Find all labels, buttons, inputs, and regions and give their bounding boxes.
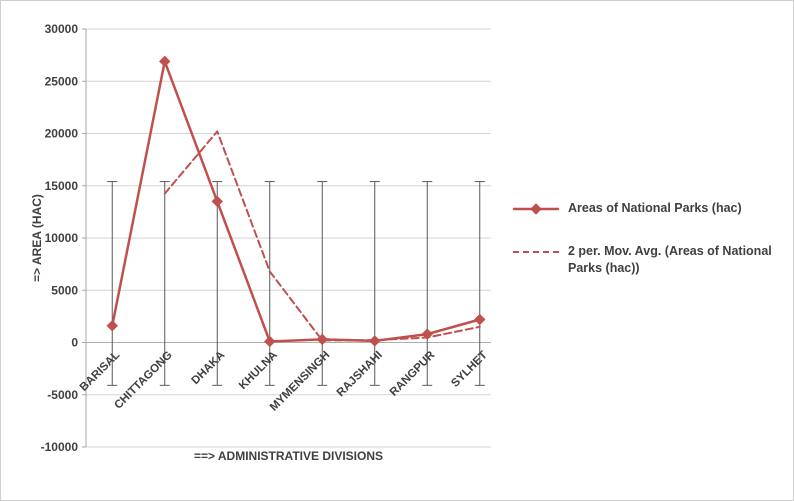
series-marker-diamond <box>264 335 276 348</box>
y-tick-label: -10000 <box>41 440 79 454</box>
series-line-dashed <box>163 130 481 342</box>
x-category-label: SYLHET <box>449 349 490 390</box>
series-marker-diamond <box>211 195 223 208</box>
y-tick-label: 30000 <box>45 22 79 36</box>
legend-solid-line-sample <box>513 203 559 215</box>
y-tick-label: 10000 <box>45 231 79 245</box>
x-category-label: RAJSHAHI <box>335 349 385 399</box>
series-marker-diamond <box>106 320 118 332</box>
x-axis-title: ==> ADMINISTRATIVE DIVISIONS <box>194 449 383 463</box>
legend-label-moving-average: 2 per. Mov. Avg. (Areas of National Park… <box>568 243 772 275</box>
y-tick-label: 5000 <box>51 283 78 297</box>
series-marker-diamond <box>474 313 486 326</box>
series-line-solid <box>111 60 481 343</box>
y-tick-label: 25000 <box>45 74 79 88</box>
y-tick-label: 20000 <box>45 127 79 141</box>
chart-legend: Areas of National Parks (hac) 2 per. Mov… <box>513 200 789 277</box>
x-category-label: DHAKA <box>190 349 228 387</box>
legend-dashed-line-sample <box>513 250 559 253</box>
y-tick-label: -5000 <box>47 388 78 402</box>
series-marker-diamond <box>159 55 171 68</box>
x-category-label: CHITTAGONG <box>112 349 175 412</box>
y-axis-title: => AREA (HAC) <box>30 194 44 282</box>
y-tick-label: 15000 <box>45 179 79 193</box>
y-tick-label: 0 <box>71 336 78 350</box>
x-category-label: RANGPUR <box>388 349 438 399</box>
legend-entry-moving-average: 2 per. Mov. Avg. (Areas of National Park… <box>513 243 789 277</box>
x-category-label: BARISAL <box>78 349 123 394</box>
legend-label-areas: Areas of National Parks (hac) <box>568 201 742 215</box>
legend-entry-areas: Areas of National Parks (hac) <box>513 200 789 217</box>
